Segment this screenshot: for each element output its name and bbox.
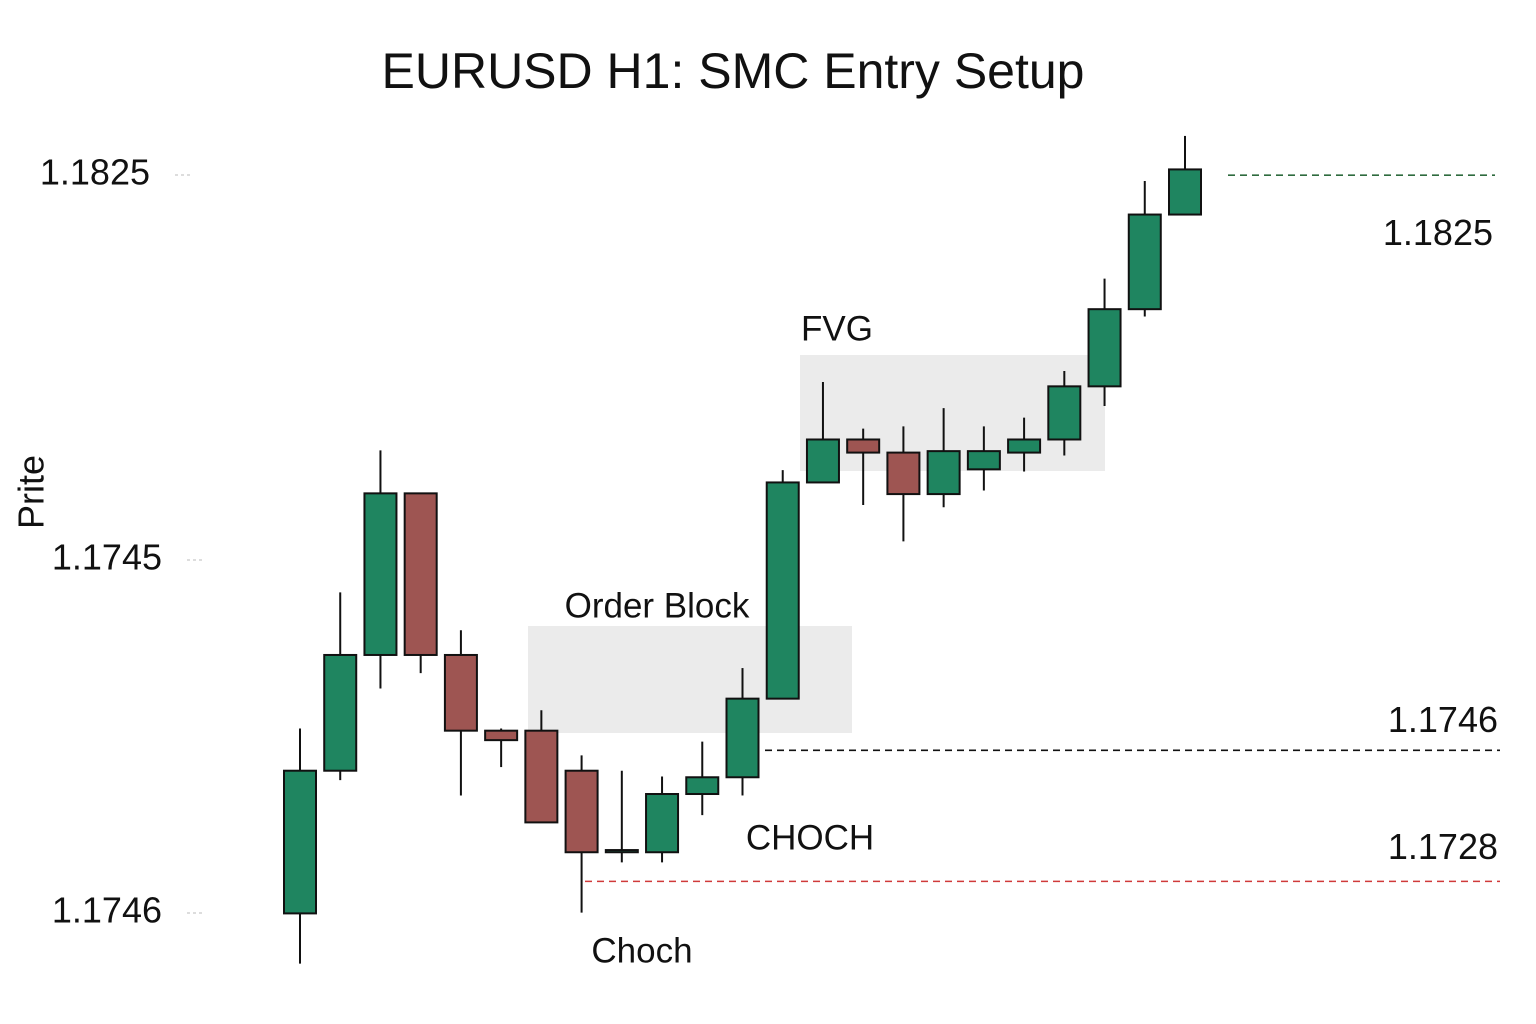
candle-body	[363, 492, 398, 656]
candle-body	[1007, 438, 1042, 454]
candle-body	[564, 769, 599, 854]
candle-body	[725, 697, 760, 779]
level-label: 1.1728	[1388, 826, 1498, 867]
candle-body	[1047, 385, 1082, 441]
chart-title: EURUSD H1: SMC Entry Setup	[382, 43, 1085, 99]
candle-body	[283, 769, 317, 915]
level-label: 1.1746	[1388, 699, 1498, 740]
candle-body	[524, 729, 559, 824]
candle-body	[966, 450, 1001, 471]
candle-body	[685, 776, 720, 796]
candle-body	[846, 438, 881, 454]
candle-body	[604, 849, 639, 854]
y-axis-text: 1.1745	[52, 537, 162, 578]
y-axis-label: Prite	[11, 455, 52, 529]
candle-body	[403, 492, 438, 656]
zone-label: FVG	[801, 309, 873, 348]
annotation: Choch	[591, 931, 692, 970]
candle-body	[765, 481, 800, 700]
candle-body	[1168, 168, 1202, 216]
y-axis-text: 1.1746	[52, 890, 162, 931]
candle-body	[1087, 308, 1122, 388]
order-block-zone	[528, 626, 852, 733]
annotation: CHOCH	[746, 818, 874, 857]
level-label: 1.1825	[1383, 212, 1493, 253]
candle-body	[926, 450, 961, 496]
candle-body	[323, 653, 358, 772]
candle-body	[443, 653, 478, 732]
candle-body	[645, 793, 680, 854]
candle-body	[805, 438, 840, 484]
candle-body	[484, 729, 519, 742]
candle-body	[1127, 213, 1162, 311]
zone-label: Order Block	[565, 586, 750, 625]
y-axis-text: 1.1825	[40, 152, 150, 193]
candle-body	[886, 451, 921, 496]
